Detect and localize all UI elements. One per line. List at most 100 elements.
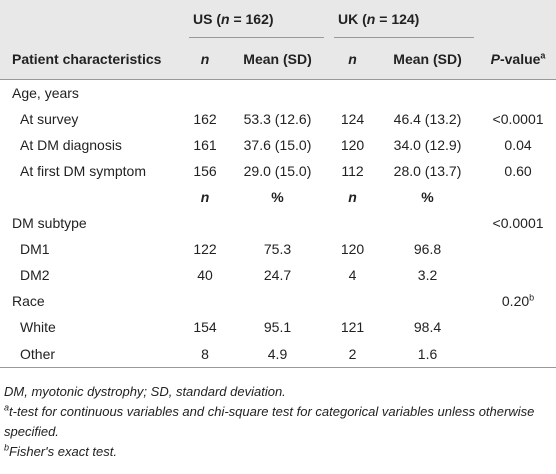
cell: 28.0 (13.7): [393, 163, 462, 179]
cell: 3.2: [417, 267, 438, 283]
cell: 53.3 (12.6): [243, 111, 312, 127]
section-title: DM subtype: [12, 215, 87, 231]
table-body: Age, years At survey 162 53.3 (12.6) 124 46.4…: [0, 80, 556, 368]
footnote: bFisher's exact test.: [4, 442, 552, 462]
data-row: At survey 162 53.3 (12.6) 124 46.4 (13.2) <0.…: [0, 106, 556, 132]
section-row: DM subtype <0.0001: [0, 210, 556, 236]
cell: 75.3: [263, 241, 292, 257]
p-value: 0.60: [504, 163, 532, 179]
empty-cell: [375, 80, 480, 107]
subheader-cell: n: [185, 184, 225, 210]
empty-cell: [480, 236, 556, 262]
p-value: <0.0001: [480, 210, 556, 236]
empty-cell: [0, 184, 185, 210]
section-title: Age, years: [12, 85, 79, 101]
footnote-text: DM, myotonic dystrophy; SD, standard dev…: [4, 384, 286, 399]
cell: 124: [340, 111, 365, 127]
data-row: At DM diagnosis 161 37.6 (15.0) 120 34.0 (12…: [0, 132, 556, 158]
cell: 4: [348, 267, 357, 283]
data-row: DM1 122 75.3 120 96.8: [0, 236, 556, 262]
subheader-text: n: [200, 189, 210, 205]
p-value: <0.0001: [492, 111, 544, 127]
group-header-row: US (n = 162) UK (n = 124): [0, 0, 556, 38]
data-row: At first DM symptom 156 29.0 (15.0) 112 28.0…: [0, 158, 556, 184]
cell: 112: [341, 163, 364, 179]
subheader-text: %: [271, 189, 284, 205]
cell: 2: [330, 340, 376, 368]
p-sup: a: [540, 49, 546, 60]
footnote-text: t-test for continuous variables and chi-…: [4, 404, 535, 439]
empty-cell: [480, 0, 556, 38]
cell: 1.6: [375, 340, 481, 368]
section-row: Race 0.20b: [0, 288, 556, 314]
empty-cell: [330, 288, 375, 314]
data-row: DM2 40 24.7 4 3.2: [0, 262, 556, 288]
cell: 29.0 (15.0): [243, 163, 312, 179]
p-value-sup: b: [529, 292, 535, 303]
column-header: n: [330, 38, 376, 80]
empty-cell: [375, 210, 480, 236]
empty-cell: [185, 80, 225, 107]
row-label: White: [20, 319, 56, 335]
column-header: Patient characteristics: [0, 38, 185, 80]
subheader-cell: %: [375, 184, 480, 210]
cell: 37.6 (15.0): [243, 137, 312, 153]
empty-cell: [330, 80, 375, 107]
footnote: DM, myotonic dystrophy; SD, standard dev…: [4, 382, 552, 402]
cell: 46.4 (13.2): [393, 111, 462, 127]
column-header-text: n: [200, 50, 210, 67]
subheader-text: n: [348, 189, 357, 205]
row-label: At survey: [20, 111, 79, 127]
empty-cell: [480, 184, 556, 210]
row-label: DM1: [20, 241, 50, 257]
table-head: US (n = 162) UK (n = 124) Patient characte…: [0, 0, 556, 80]
column-header-text: Mean (SD): [243, 50, 312, 67]
column-header: Mean (SD): [225, 38, 331, 80]
group-header-var: n: [366, 11, 376, 27]
footnote-marker: b: [4, 442, 10, 453]
p-value: [480, 80, 556, 107]
empty-cell: [225, 80, 330, 107]
p-value: 0.04: [504, 137, 532, 153]
cell: 40: [197, 267, 213, 283]
cell: 161: [193, 137, 217, 153]
subheader-cell: %: [225, 184, 330, 210]
empty-cell: [480, 314, 556, 340]
data-row: Other 8 4.9 2 1.6: [0, 340, 556, 368]
subheader-text: %: [421, 189, 434, 205]
empty-cell: [225, 210, 330, 236]
empty-cell: [185, 210, 225, 236]
cell: 120: [340, 137, 365, 153]
row-label: DM2: [20, 267, 50, 283]
p-value-text: 0.20: [501, 293, 530, 309]
column-header: P-valuea: [480, 38, 556, 80]
section-row: Age, years: [0, 80, 556, 107]
empty-cell: [480, 262, 556, 288]
column-header-text: n: [348, 50, 357, 67]
footnotes: DM, myotonic dystrophy; SD, standard dev…: [0, 368, 556, 462]
empty-cell: [0, 0, 185, 38]
footnote-text: Fisher's exact test.: [9, 444, 117, 459]
cell: 156: [193, 163, 217, 179]
group-header-var: n: [221, 11, 230, 27]
cell: 8: [185, 340, 225, 368]
p-text: -value: [499, 50, 541, 67]
empty-cell: [480, 340, 556, 368]
footnote: at-test for continuous variables and chi…: [4, 402, 552, 442]
cell: 95.1: [263, 319, 292, 335]
empty-cell: [330, 210, 375, 236]
column-header-row: Patient characteristics n Mean (SD) n Mean (…: [0, 38, 556, 80]
group-header: UK (n = 124): [330, 0, 481, 38]
cell: 122: [193, 241, 217, 257]
row-label: At first DM symptom: [20, 163, 147, 179]
data-table: US (n = 162) UK (n = 124) Patient characte…: [0, 0, 556, 368]
cell: 4.9: [225, 340, 331, 368]
column-header-text: Mean (SD): [393, 50, 462, 67]
p-value: 0.20b: [480, 288, 556, 314]
subheader-cell: n: [330, 184, 375, 210]
cell: 96.8: [413, 241, 442, 257]
footnote-marker: a: [4, 402, 10, 413]
cell: 154: [193, 319, 217, 335]
cell: 98.4: [413, 319, 442, 335]
